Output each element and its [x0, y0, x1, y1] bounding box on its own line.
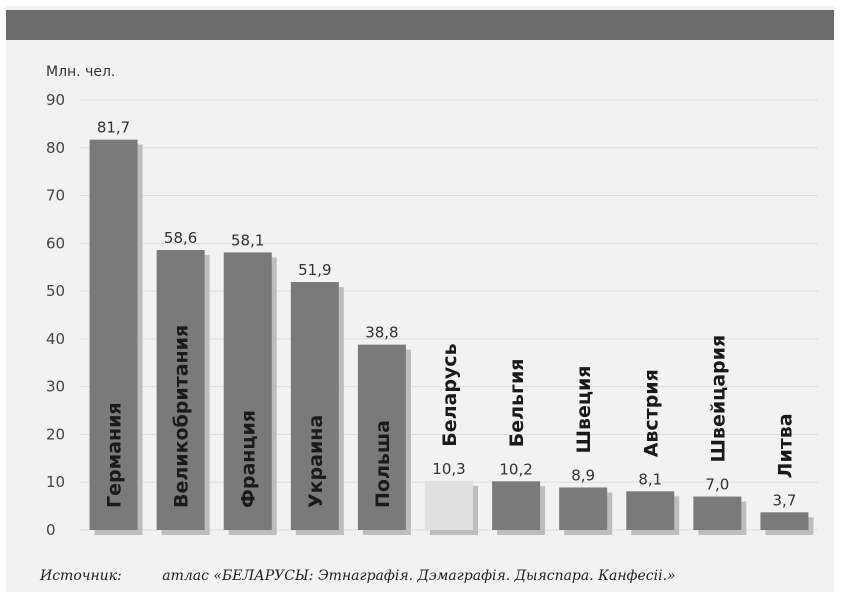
value-label: 51,9 [298, 261, 331, 279]
value-label: 81,7 [97, 119, 130, 137]
bar [559, 487, 608, 530]
y-tick-label: 90 [46, 91, 65, 109]
bar [492, 481, 541, 530]
y-tick-label: 50 [46, 282, 65, 300]
y-tick-label: 30 [46, 378, 65, 396]
bar [693, 496, 742, 530]
bar [290, 282, 339, 530]
value-label: 3,7 [773, 491, 797, 509]
y-axis: 0 10 20 30 40 50 60 70 80 90 [46, 91, 65, 539]
bar [626, 491, 675, 530]
bar [357, 344, 406, 530]
source-text: атлас «БЕЛАРУСЫ: Этнаграфія. Дэмаграфія.… [162, 568, 676, 584]
value-label: 8,1 [638, 470, 662, 488]
value-label: 38,8 [365, 324, 398, 342]
y-tick-label: 20 [46, 425, 65, 443]
source-note: Источник: атлас «БЕЛАРУСЫ: Этнаграфія. Д… [40, 568, 840, 584]
value-label: 10,3 [432, 460, 465, 478]
category-label: Франция [238, 410, 260, 508]
category-label: Великобритания [171, 325, 193, 508]
y-tick-label: 0 [46, 521, 56, 539]
y-tick-label: 40 [46, 330, 65, 348]
category-label: Австрия [640, 369, 662, 457]
value-label: 58,6 [164, 229, 197, 247]
chart-frame [6, 6, 834, 592]
category-label: Бельгия [506, 359, 528, 448]
labels: 81,7 Германия 58,6 Великобритания 58,1 Франци… [97, 119, 797, 510]
bar [760, 512, 809, 530]
bar [156, 250, 205, 530]
y-tick-label: 10 [46, 473, 65, 491]
category-label: Литва [774, 413, 796, 478]
value-label: 7,0 [705, 476, 729, 494]
category-label: Швейцария [707, 335, 729, 463]
category-label: Швеция [573, 365, 595, 453]
y-axis-unit-label: Млн. чел. [46, 64, 115, 80]
y-tick-label: 70 [46, 187, 65, 205]
value-label: 10,2 [499, 460, 532, 478]
category-label: Беларусь [439, 343, 461, 446]
value-label: 58,1 [231, 231, 264, 249]
source-label: Источник: [40, 568, 122, 584]
category-label: Украина [305, 415, 327, 508]
bar [425, 480, 473, 530]
bar [223, 252, 272, 530]
y-tick-label: 80 [46, 139, 65, 157]
y-tick-label: 60 [46, 234, 65, 252]
category-label: Германия [104, 402, 126, 508]
header-bar [6, 10, 834, 40]
category-label: Польша [372, 420, 394, 508]
bar [89, 139, 138, 530]
value-label: 8,9 [571, 466, 595, 484]
bars [89, 139, 814, 535]
